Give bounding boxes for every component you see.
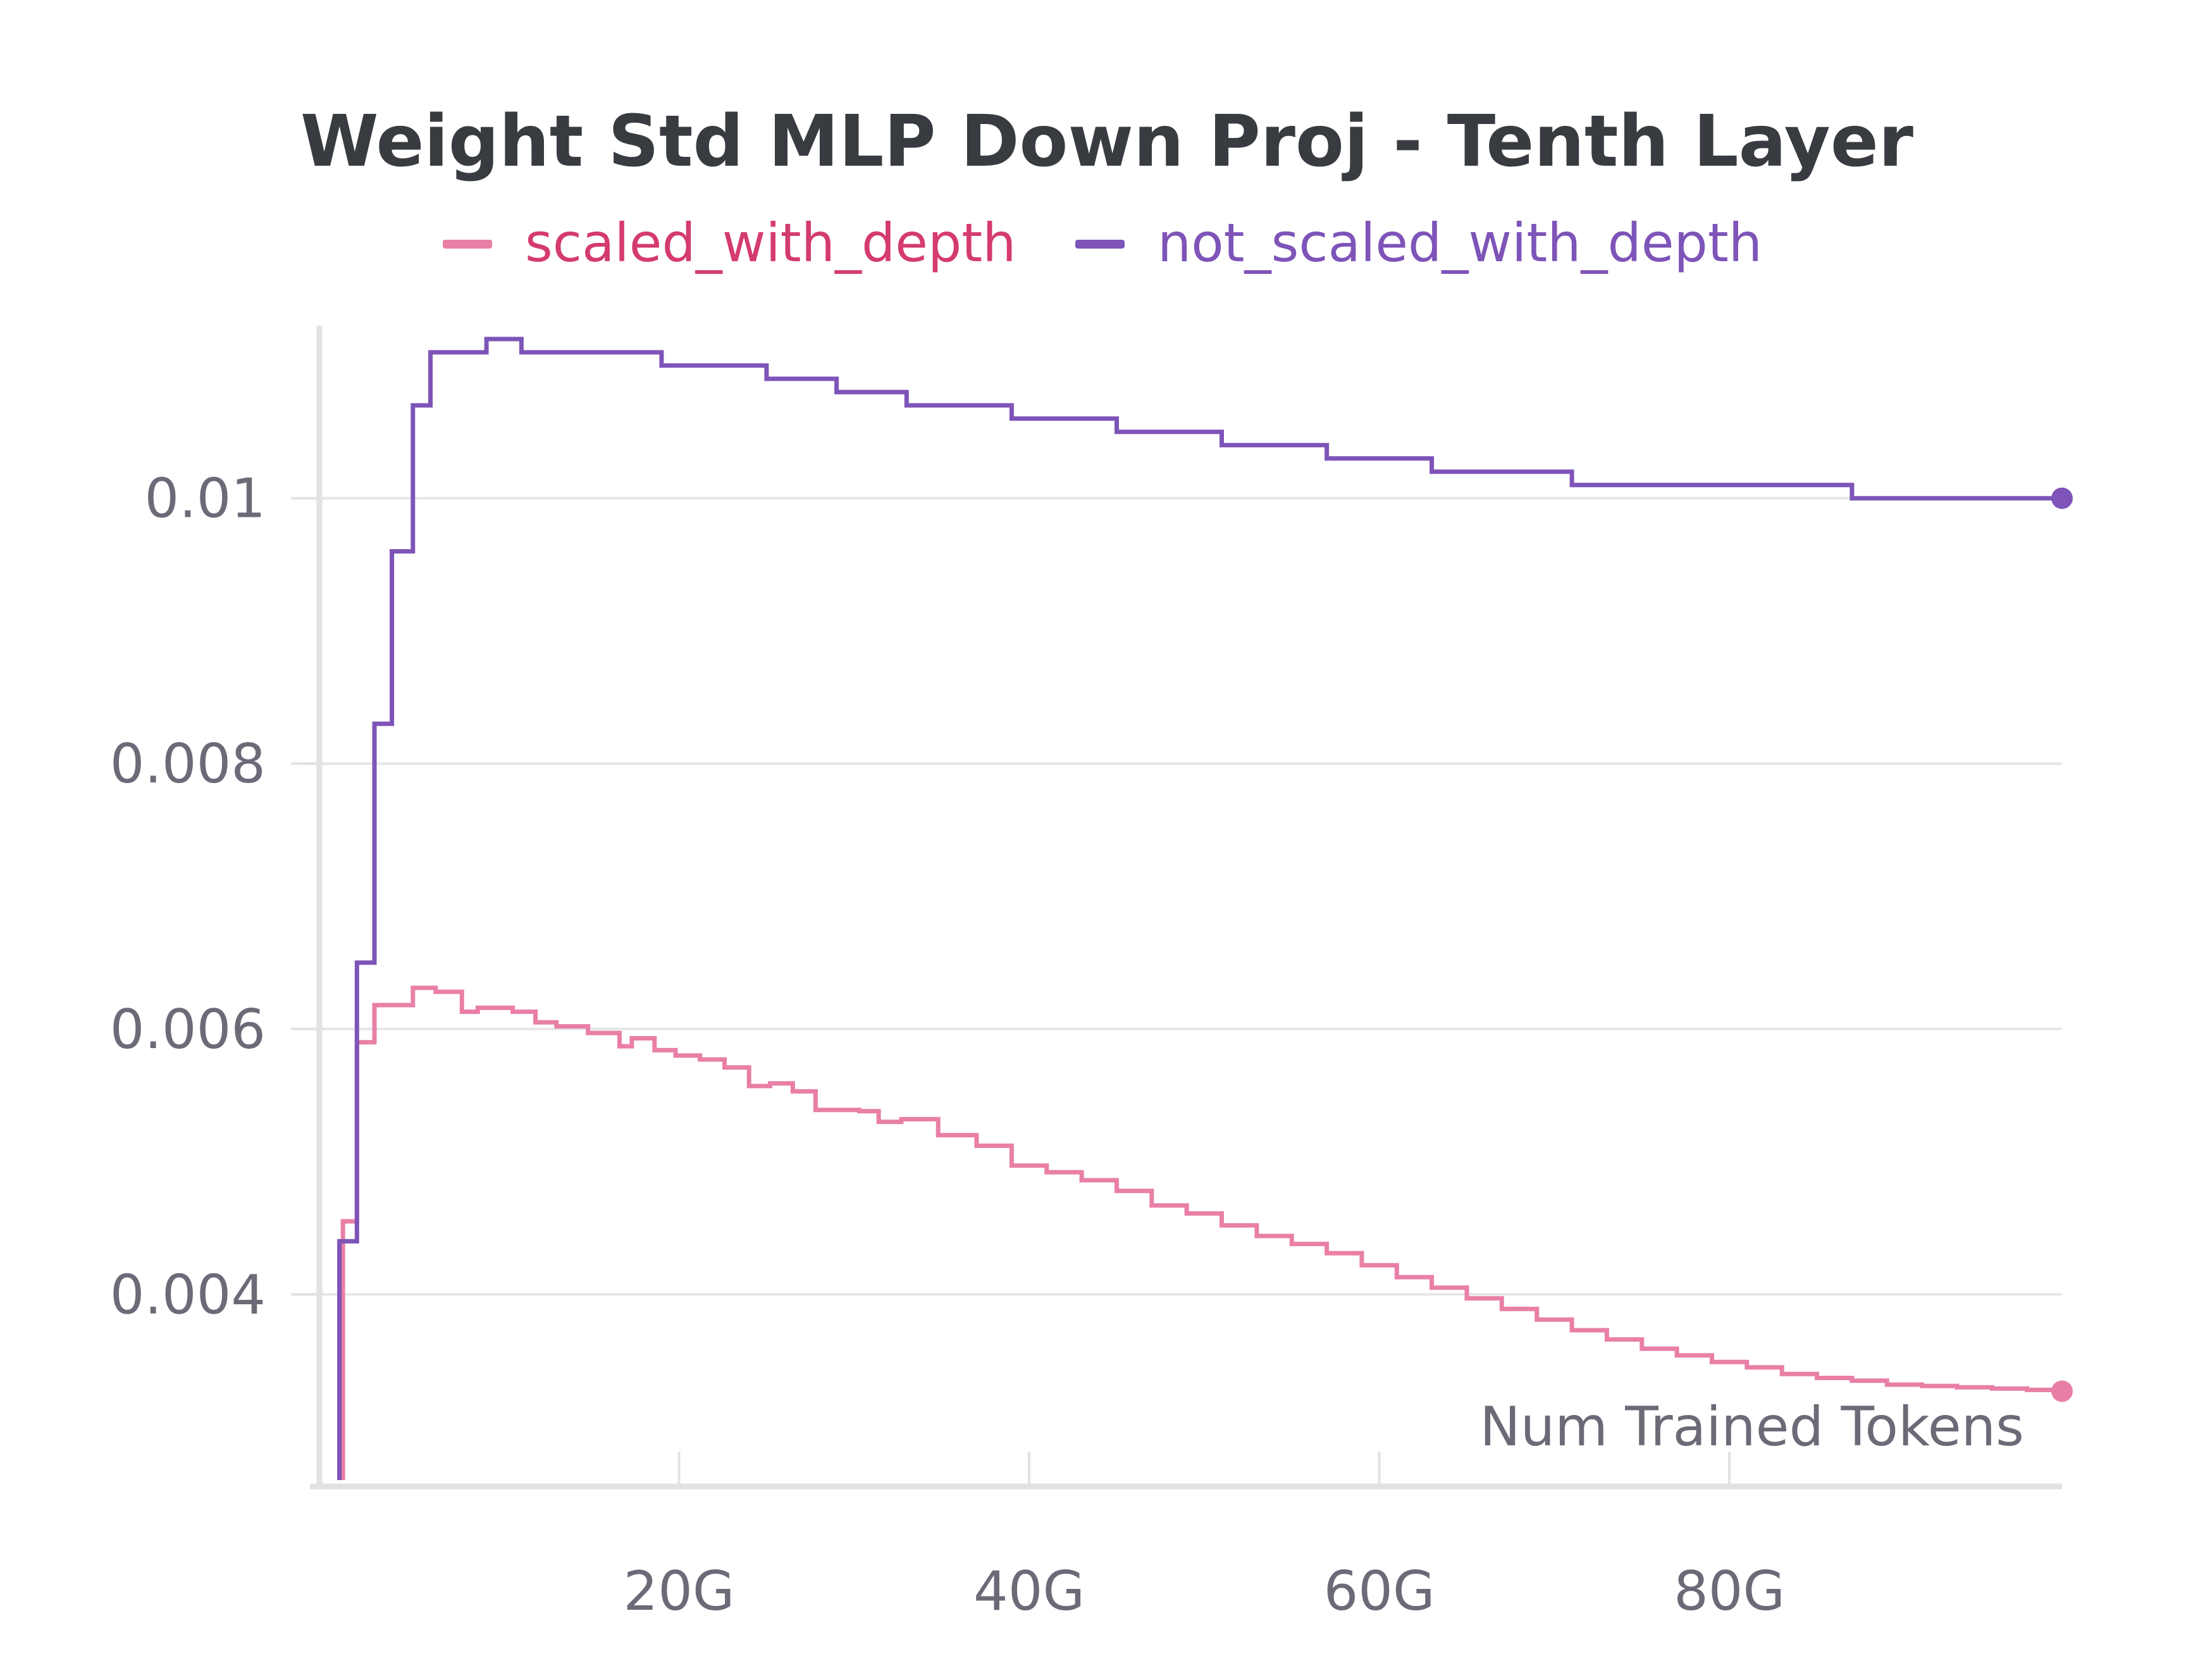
series-not-scaled-with-depth (337, 337, 2073, 1480)
legend-swatch-not-scaled (1075, 240, 1125, 249)
y-tick-label: 0.008 (110, 732, 266, 796)
series (337, 337, 2073, 1480)
y-tick-label: 0.004 (110, 1263, 266, 1326)
series-end-marker (2051, 487, 2073, 509)
legend-swatch-scaled (443, 240, 492, 249)
x-tick-label: 80G (1674, 1560, 1785, 1623)
x-axis-title: Num Trained Tokens (1479, 1395, 2024, 1459)
series-line (337, 337, 2062, 1480)
series-line (340, 985, 2065, 1480)
y-tick-label: 0.01 (145, 467, 266, 531)
x-axis-ticks: 20G 40G 60G 80G (623, 1452, 1785, 1623)
axes (310, 326, 2062, 1490)
legend: scaled_with_depth not_scaled_with_depth (443, 212, 1762, 274)
legend-label-scaled: scaled_with_depth (525, 212, 1016, 274)
y-axis-ticks: 0.004 0.006 0.008 0.01 (110, 467, 324, 1326)
series-end-marker (2051, 1380, 2073, 1402)
y-tick-label: 0.006 (110, 998, 266, 1061)
x-tick-label: 40G (973, 1560, 1085, 1623)
x-tick-label: 60G (1324, 1560, 1435, 1623)
gridlines (310, 497, 2062, 1296)
chart-title: Weight Std MLP Down Proj - Tenth Layer (300, 101, 1913, 183)
x-tick-label: 20G (623, 1560, 734, 1623)
series-scaled-with-depth (340, 985, 2073, 1480)
legend-label-not-scaled: not_scaled_with_depth (1158, 212, 1762, 274)
